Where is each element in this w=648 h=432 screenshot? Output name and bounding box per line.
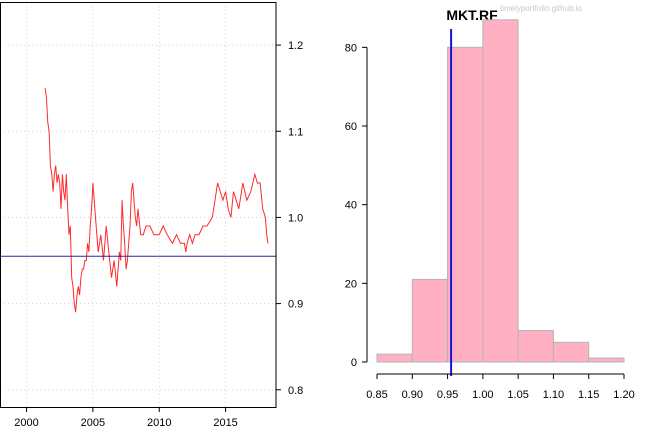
histogram-title: MKT.RF: [446, 7, 498, 23]
x-tick-label: 1.05: [507, 389, 528, 401]
x-tick-label: 2010: [147, 417, 171, 429]
x-tick-label: 2000: [14, 417, 38, 429]
y-tick-label: 40: [345, 200, 357, 212]
x-tick-label: 1.20: [613, 389, 634, 401]
x-tick-label: 1.10: [543, 389, 564, 401]
histogram-bar: [376, 353, 413, 363]
y-tick-label: 0.9: [288, 299, 303, 311]
y-tick-label: 80: [345, 42, 357, 54]
y-tick-label: 0: [351, 357, 357, 369]
x-tick-label: 2005: [81, 417, 105, 429]
histogram-chart: MKT.RF 0.85 0.90 0.95 1.00 1.05 1.10 1.15 1.200…: [345, 7, 635, 401]
histogram-bar: [588, 357, 625, 363]
x-tick-label: 1.15: [578, 389, 599, 401]
y-tick-label: 0.8: [288, 385, 303, 397]
histogram-bar: [447, 46, 484, 363]
line-chart-grid: [0, 2, 276, 407]
y-tick-label: 1.2: [288, 40, 303, 52]
x-tick-label: 0.90: [402, 389, 423, 401]
histogram-bar: [552, 341, 590, 363]
watermark-text: timelyportfolio.github.io: [500, 4, 582, 13]
histogram-bar: [482, 19, 519, 363]
line-chart: 2000 2005 2010 2015 0.8 0.9 1.0 1.1 1.2: [0, 2, 303, 429]
histogram-bar: [517, 330, 554, 363]
y-tick-label: 1.0: [288, 212, 303, 224]
y-tick-label: 60: [345, 121, 357, 133]
x-tick-label: 0.85: [366, 389, 387, 401]
y-tick-label: 1.1: [288, 126, 303, 138]
x-tick-label: 1.00: [472, 389, 493, 401]
histogram-bars: [376, 19, 625, 376]
x-tick-label: 2015: [213, 417, 237, 429]
beta-series-line: [44, 88, 269, 313]
line-chart-series: [0, 88, 276, 313]
line-chart-axes: 2000 2005 2010 2015 0.8 0.9 1.0 1.1 1.2: [0, 2, 303, 429]
histogram-axes: 0.85 0.90 0.95 1.00 1.05 1.10 1.15 1.20 0 20 40 60 8…: [345, 42, 635, 401]
x-tick-label: 0.95: [437, 389, 458, 401]
plot-frame: [0, 2, 277, 408]
y-tick-label: 20: [345, 278, 357, 290]
histogram-bar: [411, 278, 449, 363]
